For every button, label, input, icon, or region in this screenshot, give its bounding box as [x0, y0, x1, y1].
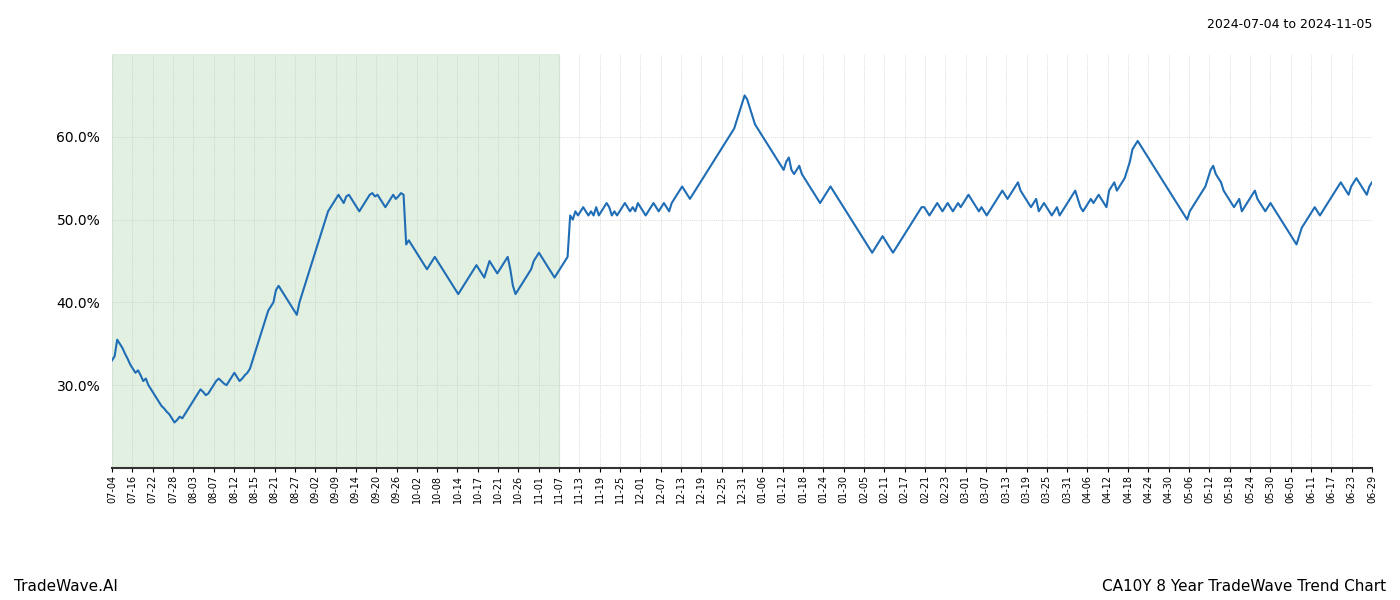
- Text: CA10Y 8 Year TradeWave Trend Chart: CA10Y 8 Year TradeWave Trend Chart: [1102, 579, 1386, 594]
- Text: TradeWave.AI: TradeWave.AI: [14, 579, 118, 594]
- Bar: [112, 54, 559, 468]
- Text: 2024-07-04 to 2024-11-05: 2024-07-04 to 2024-11-05: [1207, 18, 1372, 31]
